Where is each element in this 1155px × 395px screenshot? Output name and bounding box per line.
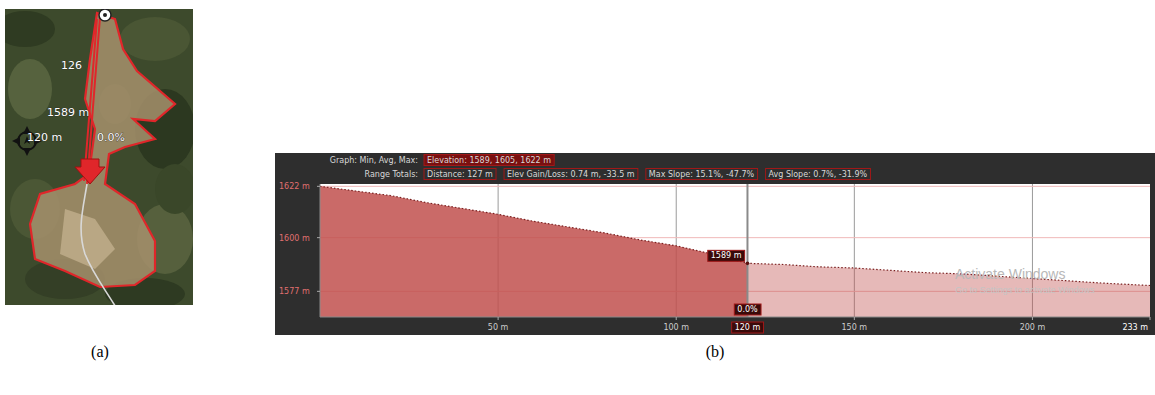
x-tick — [1032, 317, 1033, 320]
x-tick — [854, 317, 855, 320]
elevation-line — [320, 186, 1150, 285]
profile-panel: Graph: Min, Avg, Max: Elevation: 1589, 16… — [275, 153, 1155, 335]
header-box — [504, 169, 638, 180]
y-tick — [317, 186, 320, 187]
cursor-label-box — [732, 322, 764, 333]
plot-area — [320, 184, 1150, 317]
cursor-point — [746, 262, 750, 266]
figure: 126 1589 m 120 m 0.0% (a) (b) Graph: Min, Avg,… — [0, 0, 1155, 395]
y-axis-line — [320, 184, 321, 317]
header-label: Range Totals: — [365, 170, 418, 179]
cursor-label: 0.0% — [737, 305, 758, 314]
cleared-area — [30, 13, 175, 287]
x-tick-label: 50 m — [488, 323, 509, 332]
panel-label: (b) — [706, 343, 725, 361]
header-box — [646, 169, 758, 180]
map-label: 126 — [61, 59, 82, 72]
header-label: Graph: Min, Avg, Max: — [330, 156, 418, 165]
y-tick — [317, 237, 320, 238]
x-tick-label: 150 m — [842, 323, 868, 332]
header-box — [424, 155, 554, 166]
boundary-outline — [30, 13, 175, 287]
x-axis-line — [320, 317, 1150, 318]
elevation-area — [320, 186, 1150, 317]
x-tick-label: 200 m — [1020, 323, 1046, 332]
header-item: Elevation: 1589, 1605, 1622 m — [427, 156, 551, 165]
map-label: 120 m — [27, 131, 62, 144]
map-panel: 126 1589 m 120 m 0.0% — [0, 9, 195, 310]
cursor-label: 120 m — [735, 323, 761, 332]
x-tick — [498, 317, 499, 320]
x-tick-label: 100 m — [663, 323, 689, 332]
map-image — [5, 9, 193, 305]
map-label: 1589 m — [47, 106, 89, 119]
cursor-line — [746, 184, 748, 317]
start-marker-dot — [103, 13, 107, 17]
header-box — [766, 169, 871, 180]
position-arrow — [75, 159, 105, 184]
y-tick-label: 1600 m — [279, 234, 310, 243]
watermark: Activate Windows — [955, 266, 1065, 282]
footpath — [81, 184, 117, 305]
header-item: Distance: 127 m — [427, 170, 493, 179]
vegetation — [120, 17, 190, 61]
profile-background — [275, 153, 1155, 335]
vegetation — [8, 59, 52, 119]
map-label: 0.0% — [97, 131, 125, 144]
y-tick — [317, 291, 320, 292]
header-box — [424, 169, 496, 180]
header-item: Elev Gain/Loss: 0.74 m, -33.5 m — [507, 170, 635, 179]
vegetation — [155, 164, 193, 214]
panel-label: (a) — [91, 343, 109, 361]
header-item: Avg Slope: 0.7%, -31.9% — [769, 170, 868, 179]
cursor-label-box — [708, 250, 745, 261]
header-item: Max Slope: 15.1%, -47.7% — [649, 170, 755, 179]
grid-line-y — [320, 186, 1150, 187]
vegetation — [5, 11, 55, 47]
marks — [320, 186, 1150, 317]
y-tick-label: 1577 m — [279, 287, 310, 296]
x-tick — [676, 317, 677, 320]
x-tick-label: 233 m — [1122, 323, 1148, 332]
x-tick — [1150, 317, 1151, 320]
start-marker — [99, 9, 111, 21]
cursor-label-box — [734, 304, 761, 315]
selected-area — [320, 186, 747, 317]
selected-range — [320, 186, 747, 317]
watermark: Go to Settings to activate Windows — [955, 285, 1095, 295]
y-tick-label: 1622 m — [279, 182, 310, 191]
cursor-label: 1589 m — [711, 251, 742, 260]
